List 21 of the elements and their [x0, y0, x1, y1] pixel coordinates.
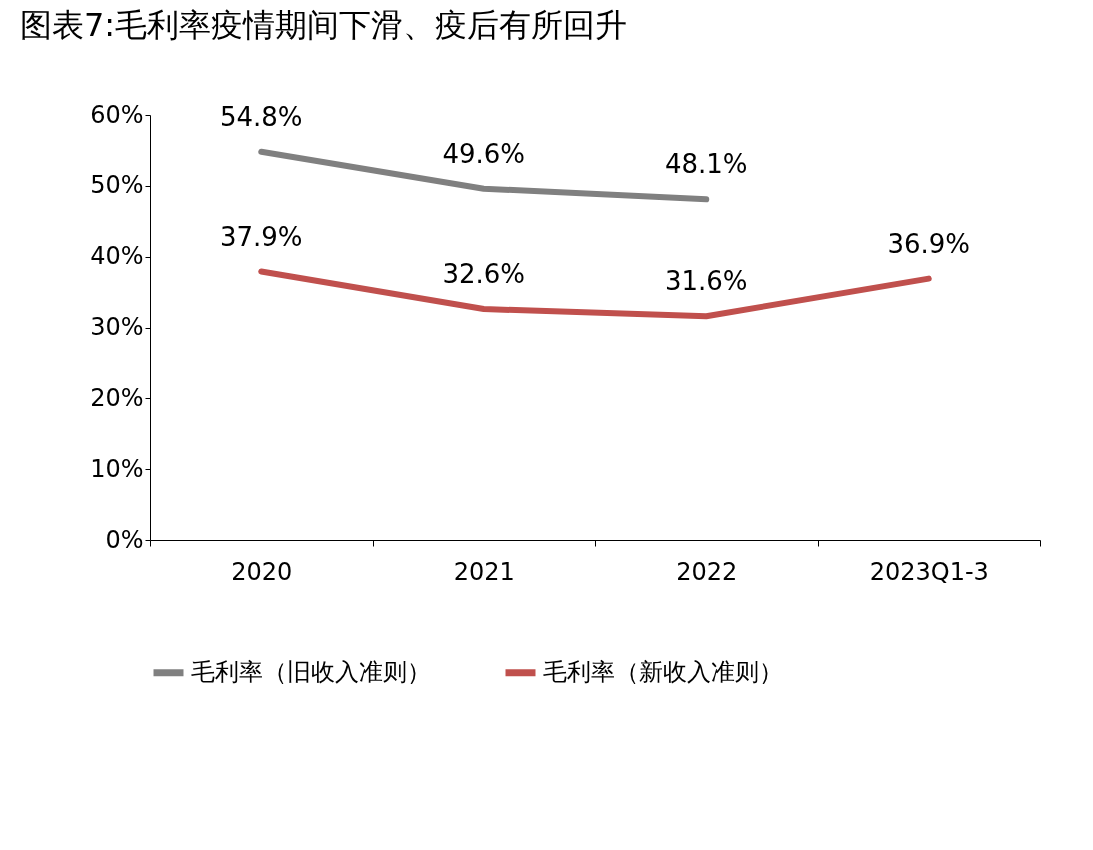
data-label: 49.6%: [442, 138, 526, 169]
data-label: 32.6%: [442, 259, 526, 290]
x-tick-label: 2020: [231, 557, 293, 586]
y-tick-label: 20%: [90, 383, 144, 412]
data-label: 54.8%: [219, 101, 303, 132]
y-tick-label: 50%: [90, 171, 144, 200]
x-tick-label: 2022: [676, 557, 738, 586]
chart-title: 图表7:毛利率疫情期间下滑、疫后有所回升: [20, 6, 628, 44]
y-tick-label: 30%: [90, 313, 144, 341]
data-label: 31.6%: [664, 266, 748, 297]
x-tick-label: 2023Q1-3: [869, 557, 989, 586]
y-tick-label: 40%: [90, 242, 144, 271]
legend-label: 毛利率（旧收入准则）: [191, 657, 431, 686]
data-label: 48.1%: [664, 149, 748, 180]
x-tick-label: 2021: [453, 557, 515, 586]
legend-label: 毛利率（新收入准则）: [543, 657, 783, 686]
y-tick-label: 60%: [90, 100, 144, 129]
y-tick-label: 0%: [105, 525, 144, 554]
y-tick-label: 10%: [90, 454, 144, 483]
data-label: 36.9%: [887, 228, 971, 259]
data-label: 37.9%: [219, 221, 303, 252]
